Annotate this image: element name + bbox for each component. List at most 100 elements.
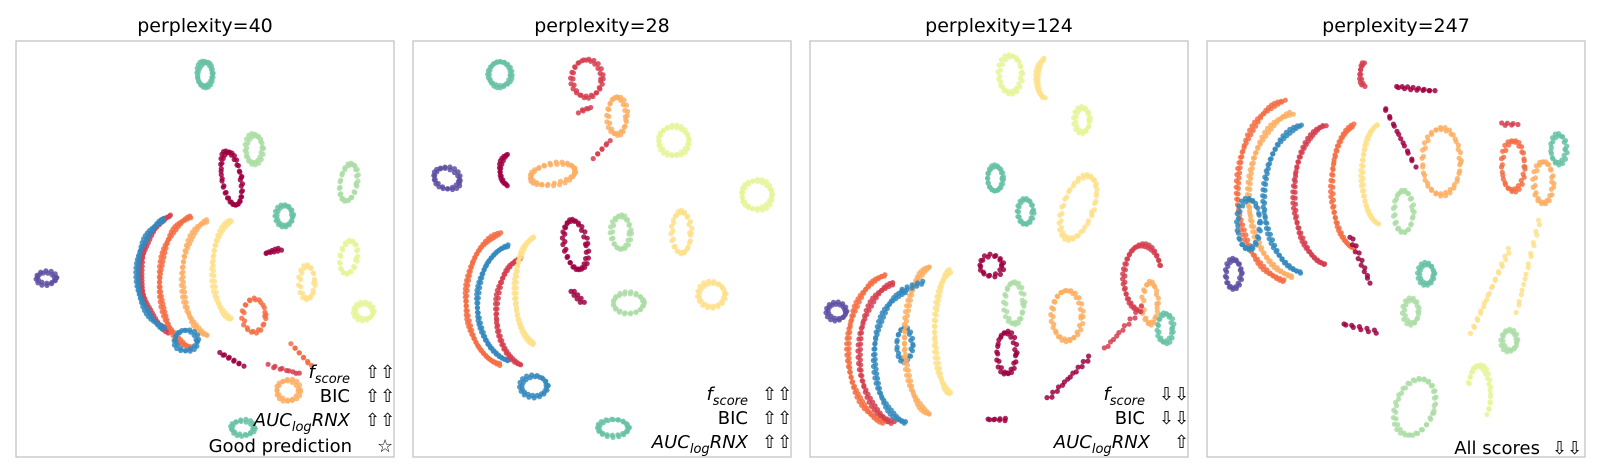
scatter-point: [872, 356, 878, 362]
scatter-point: [686, 240, 693, 246]
scatter-point: [706, 278, 712, 284]
scatter-point: [288, 208, 294, 214]
scatter-point: [933, 360, 939, 366]
scatter-point: [1484, 297, 1490, 303]
scatter-point: [622, 289, 628, 295]
scatter-point: [1261, 180, 1267, 187]
scatter-point: [1256, 212, 1262, 218]
scatter-point: [1431, 403, 1437, 409]
scatter-point: [1224, 280, 1230, 286]
scatter-point: [873, 380, 879, 386]
scatter-point: [1522, 164, 1528, 170]
scatter-point: [1050, 389, 1056, 395]
scatter-point: [1015, 214, 1021, 220]
scatter-point: [907, 297, 914, 303]
scatter-point: [931, 323, 938, 329]
scatter-point: [211, 252, 217, 258]
scatter-point: [354, 173, 360, 179]
scatter-point: [338, 266, 344, 272]
scatter-point: [850, 312, 857, 319]
scatter-point: [161, 215, 167, 221]
scatter-point: [616, 417, 622, 423]
scatter-point: [498, 230, 504, 236]
scatter-point: [1080, 358, 1086, 365]
scatter-point: [248, 329, 255, 335]
bic-arrows: ⇧⇧: [762, 408, 792, 429]
scatter-point: [1263, 219, 1269, 225]
scatter-point: [595, 61, 601, 67]
scatter-point: [1407, 196, 1413, 202]
scatter-point: [238, 183, 244, 189]
scatter-point: [1248, 223, 1254, 229]
scatter-point: [664, 150, 670, 156]
scatter-point: [285, 378, 291, 384]
scatter-point: [674, 125, 680, 131]
scatter-point: [1423, 422, 1429, 428]
scatter-point: [1396, 225, 1402, 231]
scatter-point: [624, 424, 630, 430]
scatter-point: [1408, 222, 1414, 228]
plot-area: [412, 40, 792, 458]
scatter-point: [161, 254, 167, 260]
scatter-point: [846, 340, 852, 346]
scatter-point: [1049, 394, 1055, 400]
scatter-point: [294, 378, 300, 384]
scatter-point: [997, 271, 1004, 277]
scatter-point: [463, 308, 469, 314]
scatter-point: [342, 240, 348, 246]
scatter-point: [1245, 186, 1251, 192]
scatter-point: [135, 269, 141, 275]
scatter-point: [581, 299, 587, 305]
scatter-point: [1484, 411, 1490, 418]
scatter-point: [235, 163, 241, 169]
scatter-point: [1234, 196, 1240, 202]
scatter-point: [1359, 157, 1365, 163]
scatter-point: [1013, 341, 1020, 348]
scatter-point: [1546, 162, 1552, 168]
scatter-point: [180, 259, 187, 265]
scatter-point: [1559, 133, 1565, 140]
scatter-point: [1058, 218, 1064, 224]
scatter-point: [1359, 257, 1365, 263]
scatter-point: [221, 183, 227, 189]
scatter-point: [238, 418, 244, 424]
scatter-point: [1547, 193, 1553, 199]
scatter-point: [1383, 107, 1389, 113]
scatter-point: [1499, 169, 1505, 175]
scatter-point: [1138, 309, 1144, 315]
scatter-point: [44, 280, 50, 286]
scatter-point: [604, 112, 610, 118]
scatter-point: [231, 153, 237, 159]
scatter-point: [985, 180, 991, 186]
scatter-point: [593, 90, 599, 96]
scatter-point: [1049, 305, 1055, 311]
scatter-point: [1515, 121, 1521, 128]
scatter-point: [292, 345, 298, 351]
scatter-point: [1328, 183, 1334, 189]
scatter-point: [476, 279, 482, 285]
scatter-point: [1499, 162, 1505, 168]
scatter-point: [1351, 121, 1357, 127]
scatter-point: [621, 124, 627, 130]
scatter-point: [1415, 85, 1422, 91]
scatter-point: [1051, 298, 1057, 305]
scatter-point: [274, 392, 280, 398]
scatter-point: [1530, 240, 1536, 246]
scatter-point: [1433, 127, 1439, 133]
score-annotations: fscore ⇧⇧ BIC ⇧⇧ AUClogRNX ⇧⇧ Good predi…: [209, 362, 396, 457]
scatter-point: [311, 271, 317, 277]
scatter-point: [763, 201, 770, 207]
scatter-point: [1126, 321, 1132, 327]
scatter-point: [1356, 250, 1362, 256]
scatter-point: [986, 273, 992, 279]
scatter-point: [684, 214, 690, 220]
scatter-point: [1019, 285, 1025, 291]
scatter-point: [233, 419, 239, 425]
scatter-point: [1523, 271, 1529, 277]
scatter-point: [530, 235, 537, 241]
scatter-point: [439, 184, 446, 190]
scatter-point: [685, 141, 691, 147]
star-icon: ☆: [377, 436, 393, 457]
scatter-point: [1265, 231, 1271, 237]
scatter-point: [721, 291, 728, 297]
